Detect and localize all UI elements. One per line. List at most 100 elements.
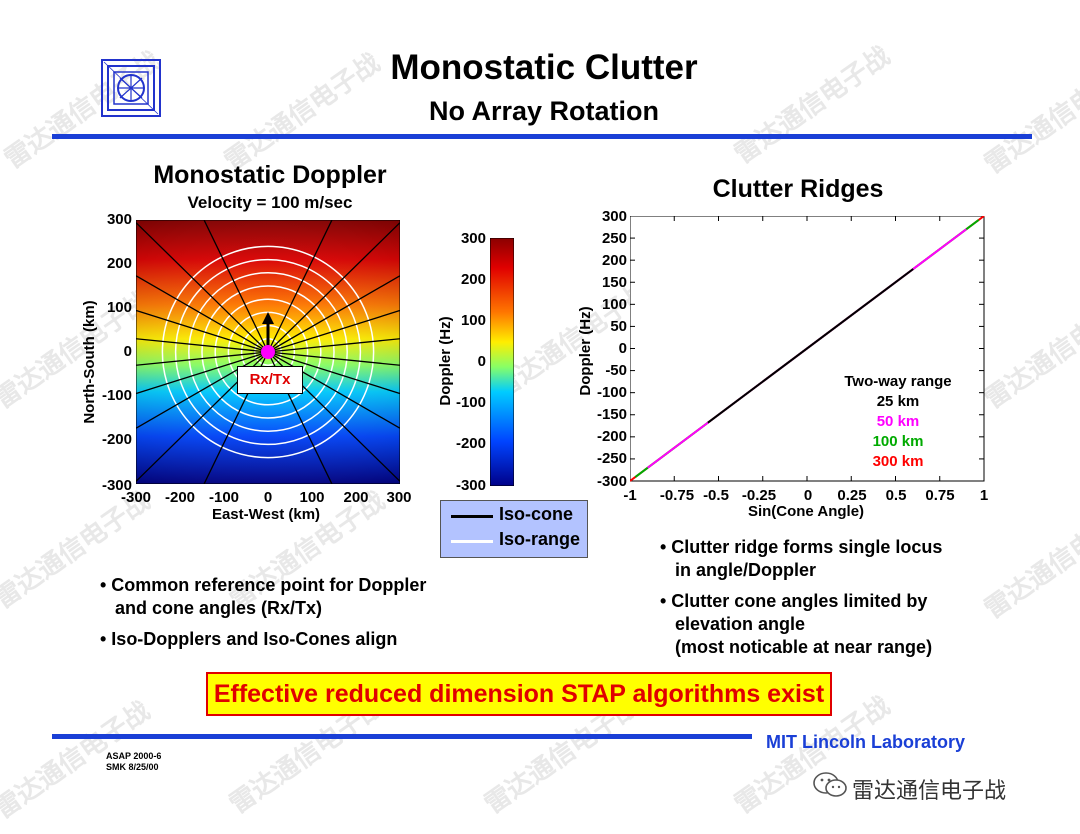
- x-tick: -1: [623, 487, 637, 504]
- colorbar-tick: -200: [455, 435, 486, 452]
- colorbar-tick: -300: [455, 477, 486, 494]
- x-tick: -0.25: [741, 487, 777, 504]
- lab-name: MIT Lincoln Laboratory: [766, 732, 966, 752]
- iso-range-circle: [214, 298, 322, 406]
- iso-cone-line: [267, 351, 333, 484]
- y-tick: -200: [596, 428, 627, 445]
- legend-label: Iso-range: [499, 529, 581, 549]
- range-legend-item: 100 km: [872, 433, 924, 450]
- iso-cone-line: [136, 351, 269, 366]
- y-tick: 250: [601, 230, 627, 247]
- x-tick: 300: [386, 489, 412, 506]
- doppler-heatmap: [136, 220, 400, 484]
- clutter-ridge-plot: [630, 216, 985, 482]
- x-tick: 200: [343, 489, 369, 506]
- y-tick: 0: [123, 343, 132, 360]
- y-tick: 100: [106, 299, 132, 316]
- iso-cone-line: [203, 220, 269, 353]
- isoline-legend: Iso-cone Iso-range: [440, 500, 588, 558]
- y-tick: 100: [601, 296, 627, 313]
- x-tick: 100: [299, 489, 325, 506]
- x-tick: 0: [263, 489, 273, 506]
- top-divider: [52, 134, 1032, 139]
- iso-cone-line: [267, 275, 400, 353]
- colorbar-tick: 100: [460, 312, 486, 329]
- x-tick: 1: [979, 487, 989, 504]
- bullet-text: • Clutter ridge forms single locus: [660, 537, 943, 557]
- y-tick: -100: [101, 387, 132, 404]
- colorbar-tick: -100: [455, 394, 486, 411]
- wechat-icon: [812, 770, 848, 805]
- x-tick: 0.75: [925, 487, 955, 504]
- left-chart-subtitle: Velocity = 100 m/sec: [187, 193, 353, 212]
- left-chart-title: Monostatic Doppler: [153, 161, 387, 189]
- x-tick: -100: [208, 489, 240, 506]
- x-tick: -0.5: [703, 487, 729, 504]
- x-axis-label: East-West (km): [211, 506, 321, 523]
- footer-line: SMK 8/25/00: [106, 762, 159, 772]
- bullet-text: (most noticable at near range): [660, 637, 933, 657]
- y-tick: 200: [106, 255, 132, 272]
- velocity-arrowhead: [262, 312, 274, 324]
- slide-title: Monostatic Clutter: [390, 48, 698, 87]
- y-tick: 50: [610, 318, 627, 335]
- y-tick: -50: [605, 362, 627, 379]
- y-axis-label: Doppler (Hz): [577, 306, 594, 396]
- legend-label: Iso-cone: [499, 504, 574, 524]
- colorbar-tick: 0: [477, 353, 486, 370]
- footer-id: ASAP 2000-6 SMK 8/25/00: [106, 751, 161, 773]
- x-tick: 0.5: [885, 487, 907, 504]
- iso-cone-line: [267, 351, 400, 366]
- iso-cone-line: [267, 351, 400, 395]
- bullet-text: • Clutter cone angles limited by: [660, 591, 928, 611]
- watermark: 雷达通信电子战: [978, 285, 1080, 415]
- wechat-account-name: 雷达通信电子战: [852, 778, 1007, 803]
- lincoln-logo-icon: [101, 59, 161, 117]
- iso-range-circle: [201, 285, 335, 419]
- iso-cone-line: [136, 338, 269, 353]
- iso-cone-line: [267, 338, 400, 353]
- iso-range-circle: [188, 272, 348, 432]
- slide-subtitle: No Array Rotation: [428, 96, 659, 126]
- iso-cone-line: [136, 221, 269, 353]
- ridge-series-25-km: [707, 268, 914, 424]
- iso-cone-line: [136, 351, 269, 395]
- colorbar: [490, 238, 514, 486]
- iso-cone-line: [267, 351, 400, 483]
- legend-swatch: [451, 515, 493, 518]
- iso-cone-line: [267, 351, 400, 429]
- colorbar-label: Doppler (Hz): [437, 316, 454, 406]
- legend-item-iso-range: Iso-range: [447, 528, 583, 552]
- colorbar-tick: 200: [460, 271, 486, 288]
- footer-line: ASAP 2000-6: [106, 751, 162, 761]
- y-tick: 300: [601, 208, 627, 225]
- iso-cone-line: [136, 351, 269, 429]
- y-tick: 200: [601, 252, 627, 269]
- conclusion-banner: Effective reduced dimension STAP algorit…: [206, 672, 832, 716]
- bullet-text: in angle/Doppler: [660, 560, 817, 580]
- bullet-text: and cone angles (Rx/Tx): [100, 598, 323, 618]
- bottom-divider: [52, 734, 752, 739]
- iso-cone-line: [203, 351, 269, 484]
- y-axis-label: North-South (km): [81, 300, 98, 424]
- iso-range-circle: [174, 258, 362, 446]
- iso-cone-line: [267, 220, 333, 353]
- range-legend-title: Two-way range: [844, 373, 952, 390]
- x-tick: 0: [803, 487, 813, 504]
- x-tick: -0.75: [659, 487, 695, 504]
- left-bullets: • Common reference point for Doppler and…: [100, 574, 520, 651]
- iso-cone-line: [136, 309, 269, 353]
- legend-item-iso-cone: Iso-cone: [447, 503, 583, 527]
- rxtx-label: Rx/Tx: [237, 366, 303, 394]
- y-tick: 0: [618, 340, 627, 357]
- colorbar-tick: 300: [460, 230, 486, 247]
- range-legend-item: 300 km: [872, 453, 924, 470]
- y-tick: -200: [101, 431, 132, 448]
- range-legend-item: 50 km: [876, 413, 920, 430]
- iso-cone-line: [136, 351, 269, 483]
- bullet-text: elevation angle: [660, 614, 806, 634]
- y-tick: -100: [596, 384, 627, 401]
- legend-swatch: [451, 540, 493, 543]
- iso-cone-line: [267, 309, 400, 353]
- watermark: 雷达通信电子战: [0, 285, 156, 415]
